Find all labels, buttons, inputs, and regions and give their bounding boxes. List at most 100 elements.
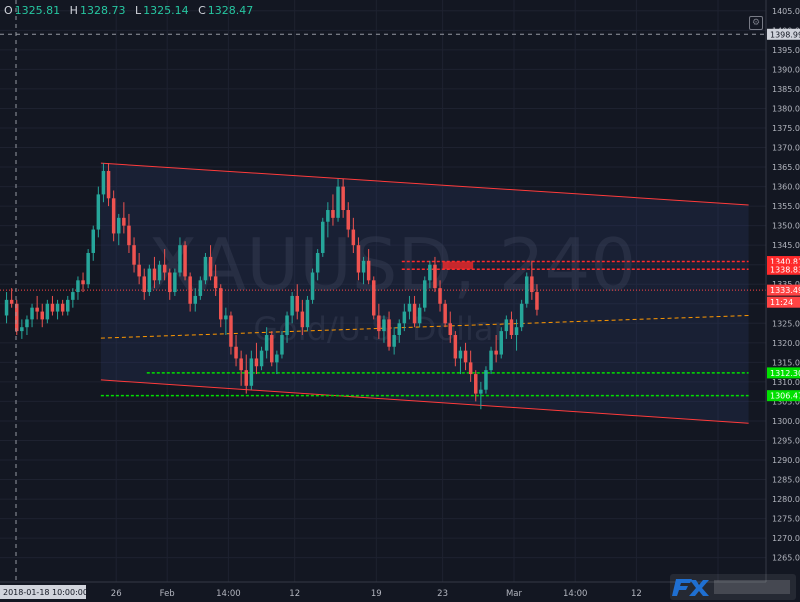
candle-body (157, 264, 162, 281)
candle-body (382, 319, 386, 332)
time-tick-label: Mar (506, 589, 523, 599)
price-tick-label: 1395.00 (772, 46, 800, 55)
channel-mid-line (100, 314, 749, 339)
price-tick-label: 1320.00 (772, 339, 800, 348)
price-label-box (767, 284, 800, 296)
candle-body (162, 264, 167, 273)
price-axis[interactable]: 1265.00 1270.00 1275.00 1280.00 1285.00 1290.… (765, 0, 800, 602)
symbol-watermark: XAUUSD, 240 Gold/U.S. Dollar (148, 223, 636, 348)
candle-body (412, 303, 417, 324)
candle-body (387, 319, 391, 347)
price-tick-label: 1380.00 (772, 104, 800, 113)
candle-body (331, 210, 335, 218)
scale-settings-icon[interactable]: ⚙ (749, 16, 763, 30)
price-label-text: 1312.30 (770, 369, 800, 378)
price-label-box (767, 256, 800, 268)
time-axis[interactable]: 26 Feb 14:00 12 19 23 Mar 14:00 12 (0, 581, 800, 602)
candle-body (55, 303, 60, 312)
candle-body (127, 225, 131, 246)
price-tick-label: 1385.00 (772, 85, 800, 94)
candle-body (433, 264, 437, 289)
price-tick-label: 1285.00 (772, 476, 800, 485)
candle-body (117, 217, 121, 234)
price-label-text: 1338.83 (770, 265, 800, 274)
time-tick-label: 12 (631, 589, 642, 599)
crosshair-price-label: 1398.99 (770, 30, 800, 39)
candle-body (448, 323, 452, 336)
open-label: O (4, 4, 13, 17)
candle-body (86, 252, 90, 285)
price-label-text: 11:24 (770, 298, 793, 307)
candle-body (20, 327, 24, 332)
price-tick-label: 1270.00 (772, 534, 800, 543)
candle-body (4, 299, 9, 316)
price-tick-label: 1300.00 (772, 417, 800, 426)
candle-body (392, 335, 396, 347)
channel-upper-line (100, 162, 749, 206)
candle-body (356, 245, 361, 273)
price-tick-label: 1390.00 (772, 65, 800, 74)
candle-body (208, 256, 213, 277)
candle-body (219, 288, 223, 320)
price-tick-label: 1375.00 (772, 124, 800, 133)
candle-body (438, 288, 442, 304)
time-tick-label: 26 (111, 589, 122, 599)
price-tick-label: 1405.00 (772, 7, 800, 16)
candle-body (188, 276, 192, 304)
time-tick-label: 19 (371, 589, 382, 599)
candle-body (443, 303, 447, 324)
candle-body (213, 276, 218, 289)
high-label: H (69, 4, 78, 17)
candle-body (122, 217, 126, 226)
candle-body (315, 252, 320, 273)
close-label: C (198, 4, 206, 17)
candle-body (397, 323, 401, 336)
candle-body (489, 350, 493, 371)
candle-body (203, 256, 208, 281)
price-tick-label: 1280.00 (772, 495, 800, 504)
low-label: L (134, 4, 142, 17)
candle-body (305, 299, 310, 328)
candle-body (321, 221, 325, 253)
candle-body (310, 272, 315, 300)
time-axis-background (0, 582, 800, 602)
candle-body (91, 229, 95, 253)
candle-body (494, 350, 498, 355)
candle-body (423, 280, 427, 308)
candle-body (40, 311, 44, 320)
candle-body (504, 319, 509, 332)
candle-body (428, 264, 432, 281)
candle-body (198, 280, 203, 296)
fx68-logo (670, 574, 796, 600)
close-value: 1328.47 (207, 4, 254, 17)
price-tick-label: 1365.00 (772, 163, 800, 172)
candle-body (229, 315, 233, 347)
crosshair-price-box (767, 28, 800, 40)
price-label-text: 1333.49 (770, 286, 800, 295)
candle-body (285, 315, 289, 336)
candle-body (254, 358, 259, 367)
candle-body (264, 335, 269, 351)
candle-body (372, 280, 376, 316)
price-tick-label: 1305.00 (772, 397, 800, 406)
candle-body (514, 327, 519, 336)
candle-body (326, 210, 330, 222)
candle-body (377, 315, 381, 332)
crosshair-date-label: 2018-01-18 10:00:00 (3, 588, 88, 597)
candle-body (484, 370, 488, 390)
candle-body (152, 268, 157, 281)
ohlc-legend: O 1325.81 H 1328.73 L 1325.14 C 1328.47 (4, 4, 253, 17)
candle-body (366, 260, 371, 281)
candle-body (224, 315, 228, 320)
candle-body (525, 276, 529, 304)
price-tick-label: 1275.00 (772, 515, 800, 524)
candle-body (193, 295, 197, 304)
high-value: 1328.73 (79, 4, 126, 17)
candle-body (474, 374, 478, 394)
low-value: 1325.14 (143, 4, 189, 17)
candle-body (249, 358, 254, 386)
candle-body (142, 276, 146, 293)
candle-body (111, 198, 116, 234)
